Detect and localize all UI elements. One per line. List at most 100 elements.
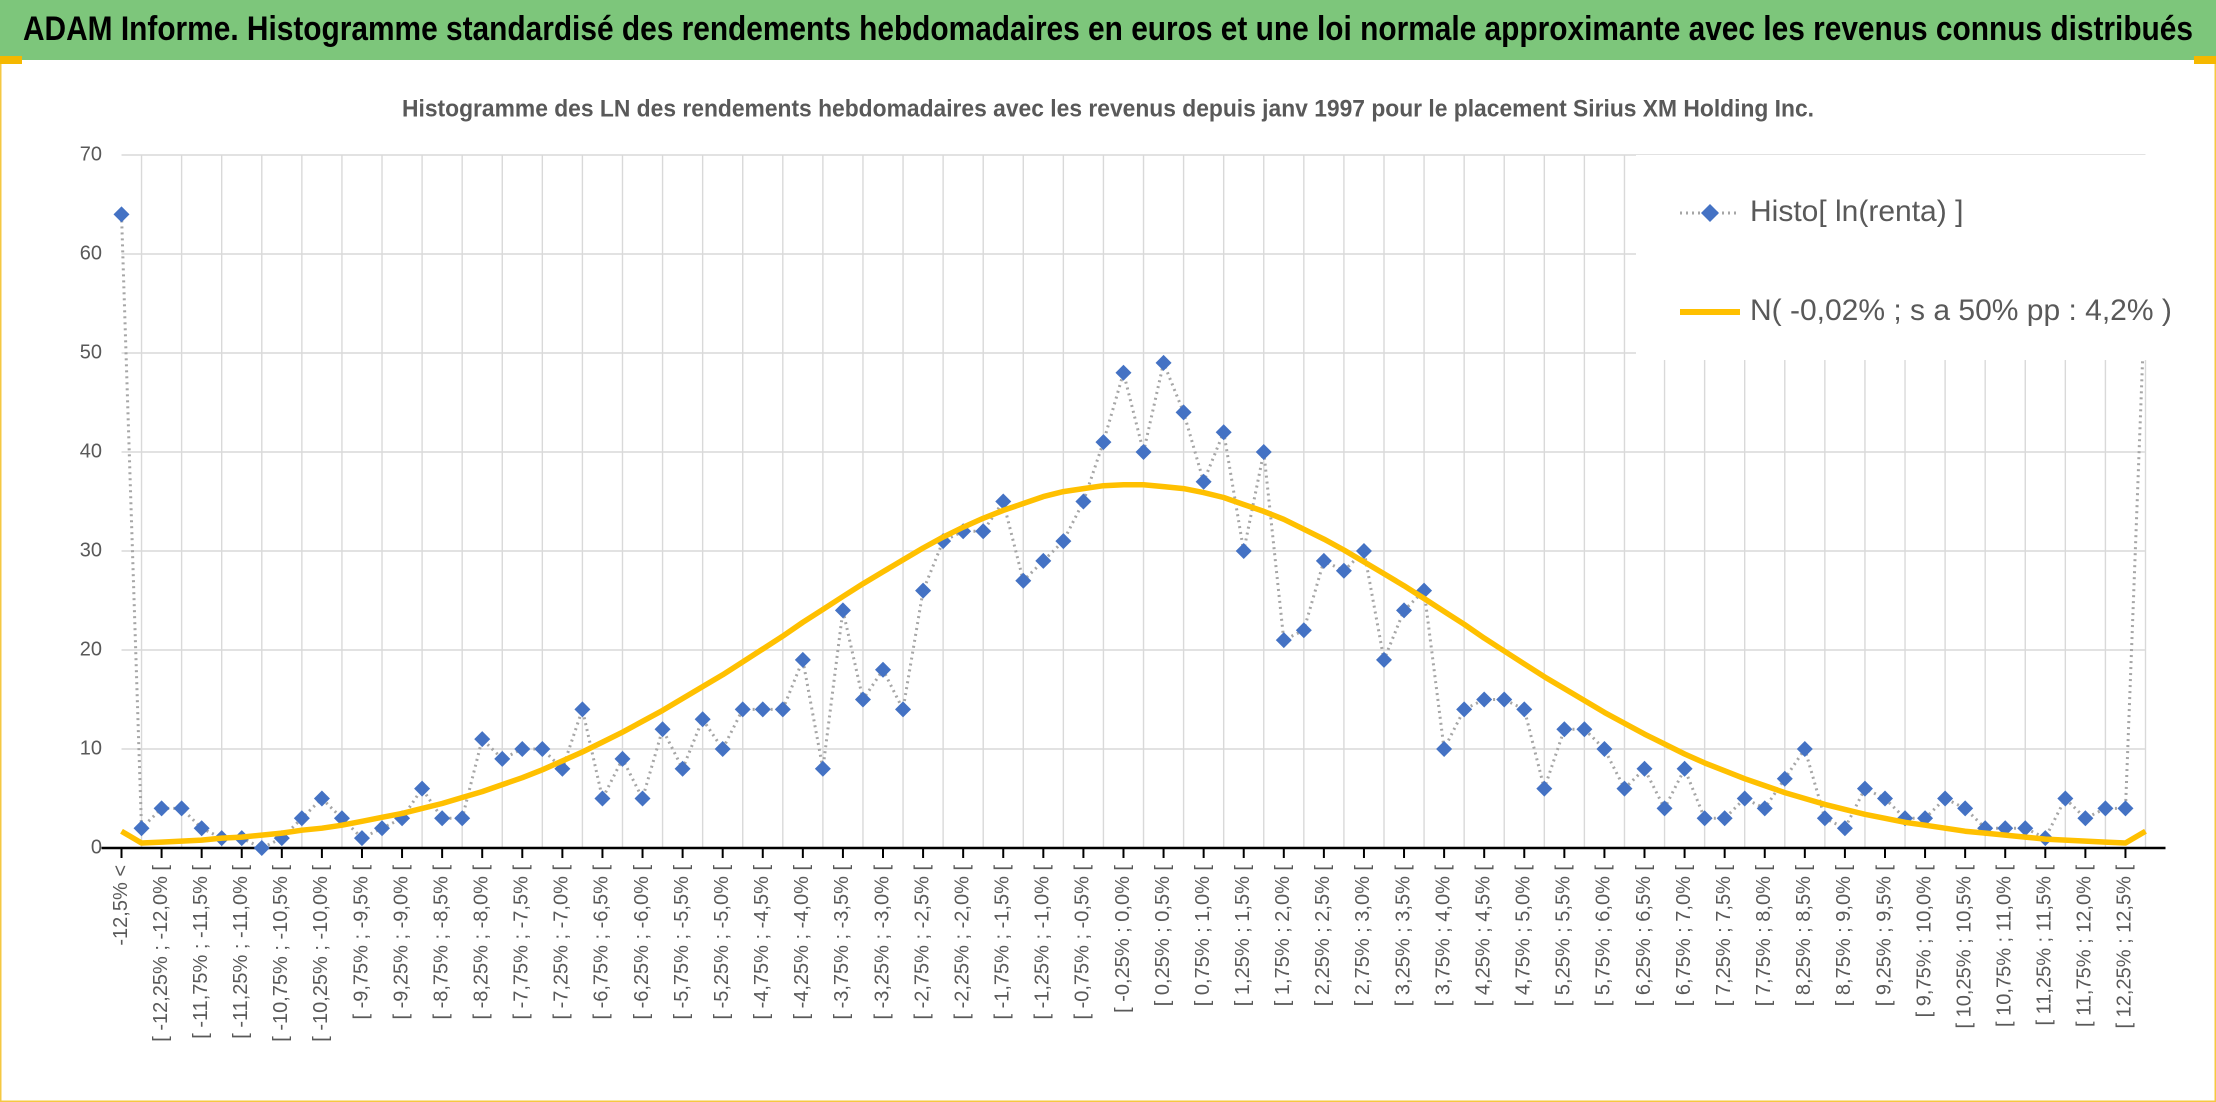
x-tick-label: [ 3,25% ; 3,5% [ xyxy=(1392,865,1414,1007)
marker xyxy=(1115,364,1132,381)
marker xyxy=(794,651,811,668)
title-bar xyxy=(0,0,2216,60)
marker xyxy=(1035,552,1052,569)
marker xyxy=(1496,691,1513,708)
marker xyxy=(2057,790,2074,807)
x-tick-label: [ -5,75% ; -5,5% [ xyxy=(671,865,693,1020)
marker xyxy=(1816,810,1833,827)
marker xyxy=(854,691,871,708)
marker xyxy=(353,830,370,847)
marker xyxy=(193,820,210,837)
marker xyxy=(674,760,691,777)
marker xyxy=(1255,444,1272,460)
x-tick-label: [ 2,25% ; 2,5% [ xyxy=(1312,865,1334,1007)
marker xyxy=(975,523,992,540)
marker xyxy=(2077,810,2094,827)
marker xyxy=(2117,800,2134,817)
x-tick-label: [ -0,25% ; 0,0% [ xyxy=(1112,865,1134,1013)
x-tick-label: [ -11,75% ; -11,5% [ xyxy=(190,865,212,1039)
x-tick-label: [ -7,25% ; -7,0% [ xyxy=(551,865,573,1020)
marker xyxy=(1215,424,1232,441)
x-tick-label: [ -8,25% ; -8,0% [ xyxy=(470,865,492,1020)
x-tick-label: [ 12,25% ; 12,5% [ xyxy=(2114,865,2136,1029)
y-tick-label: 60 xyxy=(80,242,102,264)
marker xyxy=(1696,810,1713,827)
marker xyxy=(1516,701,1533,718)
marker xyxy=(1836,820,1853,837)
marker xyxy=(1055,533,1072,550)
x-tick-label: [ 4,25% ; 4,5% [ xyxy=(1472,865,1494,1007)
x-tick-label: [ -9,75% ; -9,5% [ xyxy=(350,865,372,1020)
marker xyxy=(133,820,150,837)
x-tick-label: [ -4,25% ; -4,0% [ xyxy=(791,865,813,1020)
x-tick-label: [ 4,75% ; 5,0% [ xyxy=(1513,865,1535,1007)
marker xyxy=(1536,780,1553,797)
marker xyxy=(514,741,531,757)
series-line xyxy=(120,214,2147,850)
marker xyxy=(834,602,851,619)
x-tick-label: [ -6,25% ; -6,0% [ xyxy=(631,865,653,1020)
x-tick-label: [ 8,75% ; 9,0% [ xyxy=(1833,865,1855,1007)
x-tick-label: [ 6,75% ; 7,0% [ xyxy=(1673,865,1695,1007)
y-tick-label: 70 xyxy=(80,143,102,165)
marker xyxy=(494,750,511,767)
x-tick-label: [ -2,25% ; -2,0% [ xyxy=(951,865,973,1020)
marker xyxy=(374,820,391,837)
marker xyxy=(915,582,932,599)
marker xyxy=(1616,780,1633,797)
marker xyxy=(1095,434,1112,451)
x-tick-label: [ -7,75% ; -7,5% [ xyxy=(511,865,533,1020)
marker xyxy=(814,760,831,777)
marker xyxy=(1576,721,1593,738)
x-tick-label: [ -8,75% ; -8,5% [ xyxy=(430,865,452,1020)
marker xyxy=(995,493,1012,510)
marker xyxy=(1556,721,1573,738)
x-tick-label: [ -3,25% ; -3,0% [ xyxy=(871,865,893,1020)
x-tick-label: [ 8,25% ; 8,5% [ xyxy=(1793,865,1815,1007)
marker xyxy=(1456,701,1473,718)
chart-title: Histogramme des LN des rendements hebdom… xyxy=(402,95,1814,122)
x-tick-label: [ -9,25% ; -9,0% [ xyxy=(390,865,412,1020)
x-tick-label: [ -11,25% ; -11,0% [ xyxy=(230,865,252,1039)
legend-marker xyxy=(1701,204,1719,222)
y-tick-label: 30 xyxy=(80,539,102,561)
marker xyxy=(1135,444,1152,460)
y-tick-label: 40 xyxy=(80,440,102,462)
marker xyxy=(1716,810,1733,827)
marker xyxy=(1756,800,1773,817)
marker xyxy=(1355,543,1372,559)
marker xyxy=(1195,473,1212,490)
y-tick-label: 20 xyxy=(80,638,102,660)
x-tick-label: [ 1,75% ; 2,0% [ xyxy=(1272,865,1294,1007)
y-tick-label: 0 xyxy=(91,836,102,858)
marker xyxy=(1796,741,1813,757)
marker xyxy=(1015,572,1032,589)
marker xyxy=(534,741,551,757)
x-tick-label: [ 0,25% ; 0,5% [ xyxy=(1152,865,1174,1007)
marker xyxy=(895,701,912,718)
marker xyxy=(734,701,751,718)
marker xyxy=(1676,760,1693,777)
x-tick-label: [ 7,75% ; 8,0% [ xyxy=(1753,865,1775,1007)
x-tick-label: [ 9,75% ; 10,0% [ xyxy=(1913,865,1935,1018)
marker xyxy=(1736,790,1753,807)
marker xyxy=(454,810,471,827)
marker xyxy=(634,790,651,807)
marker xyxy=(173,800,190,817)
marker xyxy=(2017,820,2034,837)
marker xyxy=(1596,741,1613,757)
marker xyxy=(113,206,130,223)
marker xyxy=(574,701,591,718)
x-tick-label: [ -4,75% ; -4,5% [ xyxy=(751,865,773,1020)
marker xyxy=(1476,691,1493,708)
legend-label: N( -0,02% ; s a 50% pp : 4,2% ) xyxy=(1750,294,2172,327)
x-tick-label: [ 11,25% ; 11,5% [ xyxy=(2034,865,2056,1026)
marker xyxy=(474,731,491,748)
marker xyxy=(1315,552,1332,569)
marker xyxy=(1937,790,1954,807)
x-tick-label: [ -5,25% ; -5,0% [ xyxy=(711,865,733,1020)
marker xyxy=(1295,622,1312,639)
marker xyxy=(253,840,270,856)
marker xyxy=(1155,354,1172,371)
